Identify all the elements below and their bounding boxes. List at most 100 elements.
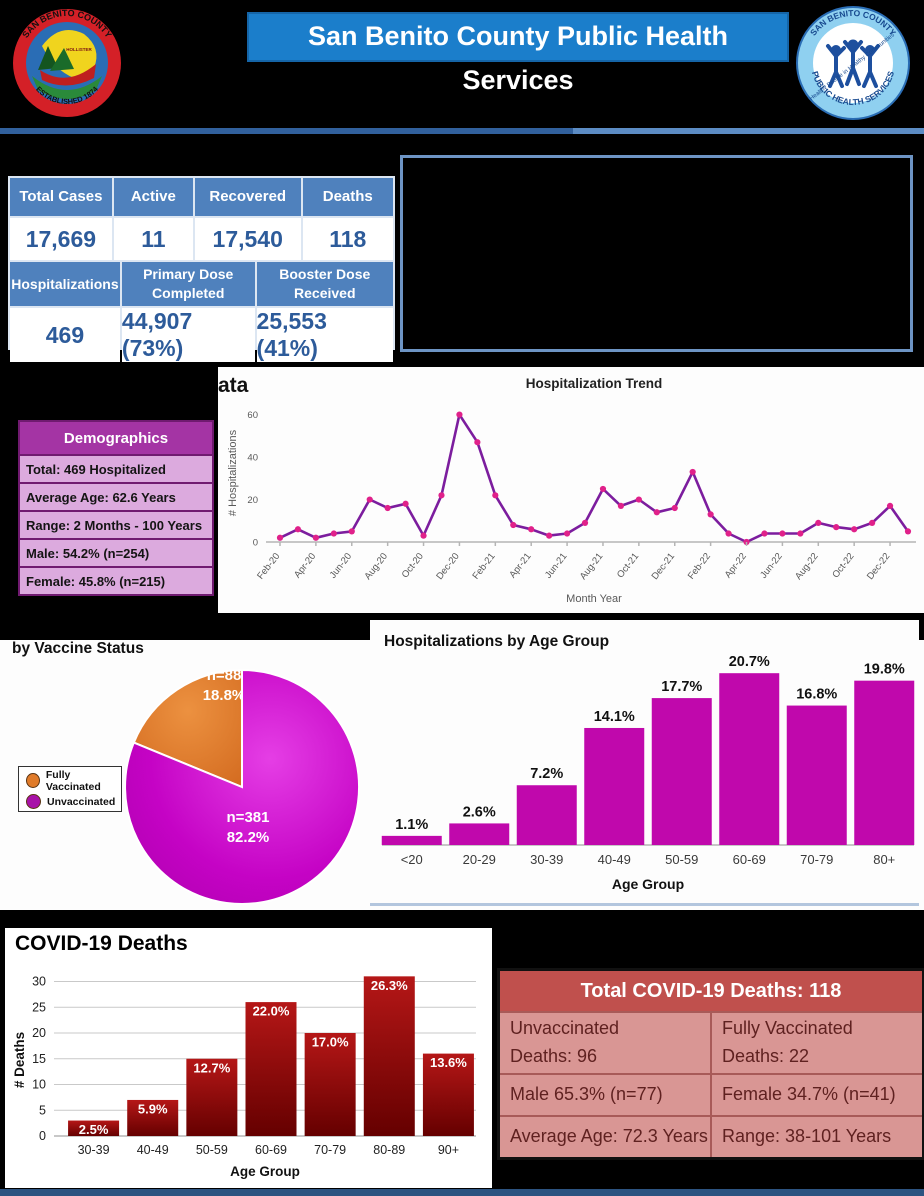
age-panel-border <box>370 903 919 906</box>
svg-text:80-89: 80-89 <box>373 1143 405 1157</box>
svg-text:1.1%: 1.1% <box>395 817 428 833</box>
svg-text:Dec-21: Dec-21 <box>650 551 678 582</box>
deaths-chart-title: COVID-19 Deaths <box>15 932 188 955</box>
demographics-panel: Demographics Total: 469 Hospitalized Ave… <box>18 420 214 596</box>
svg-text:2.6%: 2.6% <box>463 804 496 820</box>
county-seal-logo: SAN BENITO COUNTY ESTABLISHED 1874 HOLLI… <box>13 8 121 117</box>
svg-text:Apr-21: Apr-21 <box>507 551 533 580</box>
cell-line: Deaths: 22 <box>722 1046 810 1066</box>
svg-text:Hospitalization Trend: Hospitalization Trend <box>526 376 663 391</box>
vaccine-status-pie-chart: n=88 18.8% n=381 82.2% <box>124 667 361 905</box>
svg-text:20-29: 20-29 <box>463 852 496 867</box>
svg-text:60-69: 60-69 <box>733 852 766 867</box>
stat-header-deaths: Deaths <box>302 178 393 216</box>
svg-text:Month Year: Month Year <box>566 593 622 605</box>
stat-value-deaths: 118 <box>302 218 393 260</box>
redacted-box <box>400 155 913 352</box>
svg-text:30-39: 30-39 <box>530 852 563 867</box>
svg-text:Dec-20: Dec-20 <box>434 551 462 582</box>
case-stats-table: Total Cases Active Recovered Deaths 17,6… <box>8 176 395 362</box>
svg-text:50-59: 50-59 <box>196 1143 228 1157</box>
svg-text:Feb-20: Feb-20 <box>255 551 282 581</box>
deaths-summary-table: Total COVID-19 Deaths: 118 Unvaccinated … <box>497 968 924 1160</box>
svg-text:30: 30 <box>32 975 46 989</box>
deaths-range-cell: Range: 38-101 Years <box>712 1117 922 1157</box>
deaths-unvaccinated-cell: Unvaccinated Deaths: 96 <box>500 1013 710 1073</box>
svg-text:17.7%: 17.7% <box>661 679 702 695</box>
svg-text:Jun-21: Jun-21 <box>543 551 570 581</box>
section-title-fragment: ata <box>218 374 249 397</box>
svg-text:25: 25 <box>32 1000 46 1014</box>
legend-item-fully-vaccinated: Fully Vaccinated <box>26 769 121 793</box>
header-divider <box>0 128 924 134</box>
svg-text:70-79: 70-79 <box>800 852 833 867</box>
stat-value-recovered: 17,540 <box>194 218 301 260</box>
stat-header-active: Active <box>113 178 193 216</box>
cell-line: Unvaccinated <box>510 1018 620 1039</box>
svg-text:5: 5 <box>39 1103 46 1117</box>
stat-header-hospitalizations: Hospitalizations <box>10 262 120 306</box>
stat-header-total-cases: Total Cases <box>10 178 112 216</box>
demographics-male: Male: 54.2% (n=254) <box>20 540 212 566</box>
age-chart-title: Hospitalizations by Age Group <box>384 633 610 650</box>
stat-header-primary-dose: Primary Dose Completed <box>121 262 255 306</box>
svg-text:20.7%: 20.7% <box>729 654 770 670</box>
svg-text:17.0%: 17.0% <box>312 1035 349 1050</box>
footer-bar <box>0 1189 924 1196</box>
unvaccinated-swatch-icon <box>26 794 41 810</box>
svg-text:60: 60 <box>247 410 258 421</box>
hospitalizations-by-age-chart: 1.1% <20 2.6% 20-29 7.2% 30-39 14.1% 40-49 17.7%… <box>381 654 915 892</box>
svg-text:<20: <20 <box>401 852 423 867</box>
svg-text:40-49: 40-49 <box>598 852 631 867</box>
legend-label: Fully Vaccinated <box>45 768 101 793</box>
svg-text:22.0%: 22.0% <box>253 1004 290 1019</box>
svg-text:# Deaths: # Deaths <box>12 1032 27 1088</box>
svg-text:40: 40 <box>247 453 258 464</box>
hospitalization-trend-chart: Hospitalization Trend 0 20 40 60 Feb-20 Apr-20… <box>227 376 916 605</box>
svg-text:2.5%: 2.5% <box>79 1122 109 1137</box>
svg-text:40-49: 40-49 <box>137 1143 169 1157</box>
svg-text:5.9%: 5.9% <box>138 1101 168 1116</box>
demographics-female: Female: 45.8% (n=215) <box>20 568 212 594</box>
svg-text:Oct-21: Oct-21 <box>615 551 641 580</box>
demographics-total: Total: 469 Hospitalized <box>20 456 212 482</box>
svg-text:Age Group: Age Group <box>612 876 684 892</box>
svg-text:90+: 90+ <box>438 1143 459 1157</box>
svg-text:0: 0 <box>39 1129 46 1143</box>
demographics-average-age: Average Age: 62.6 Years <box>20 484 212 510</box>
deaths-male-cell: Male 65.3% (n=77) <box>500 1075 710 1115</box>
svg-text:26.3%: 26.3% <box>371 978 408 993</box>
svg-text:19.8%: 19.8% <box>864 662 905 678</box>
stat-value-total-cases: 17,669 <box>10 218 112 260</box>
svg-text:20: 20 <box>32 1026 46 1040</box>
public-health-logo: SAN BENITO COUNTY PUBLIC HEALTH SERVICES… <box>796 6 910 120</box>
stat-header-booster-dose: Booster Dose Received <box>256 262 393 306</box>
deaths-average-age-cell: Average Age: 72.3 Years <box>500 1117 710 1157</box>
svg-text:14.1%: 14.1% <box>594 709 635 725</box>
cell-line: Fully Vaccinated <box>722 1018 853 1039</box>
stat-value-hospitalizations: 469 <box>10 308 120 362</box>
seal-center-text: HOLLISTER <box>66 47 92 52</box>
svg-text:Age Group: Age Group <box>230 1164 300 1179</box>
page-title: San Benito County Public Health Services <box>247 12 789 95</box>
demographics-title: Demographics <box>20 422 212 454</box>
legend-label: Unvaccinated <box>47 795 116 808</box>
svg-text:16.8%: 16.8% <box>796 687 837 703</box>
svg-text:Dec-22: Dec-22 <box>865 551 893 582</box>
svg-text:70-79: 70-79 <box>314 1143 346 1157</box>
svg-text:10: 10 <box>32 1078 46 1092</box>
svg-text:Apr-20: Apr-20 <box>292 551 318 580</box>
svg-text:12.7%: 12.7% <box>193 1060 230 1075</box>
stat-value-active: 11 <box>113 218 193 260</box>
svg-text:15: 15 <box>32 1052 46 1066</box>
svg-text:80+: 80+ <box>873 852 895 867</box>
svg-text:Feb-22: Feb-22 <box>686 551 713 581</box>
svg-text:7.2%: 7.2% <box>530 766 563 782</box>
people-figures-icon <box>826 40 880 88</box>
svg-text:Jun-22: Jun-22 <box>758 551 785 581</box>
svg-text:50-59: 50-59 <box>665 852 698 867</box>
pie-legend: Fully Vaccinated Unvaccinated <box>18 766 122 812</box>
